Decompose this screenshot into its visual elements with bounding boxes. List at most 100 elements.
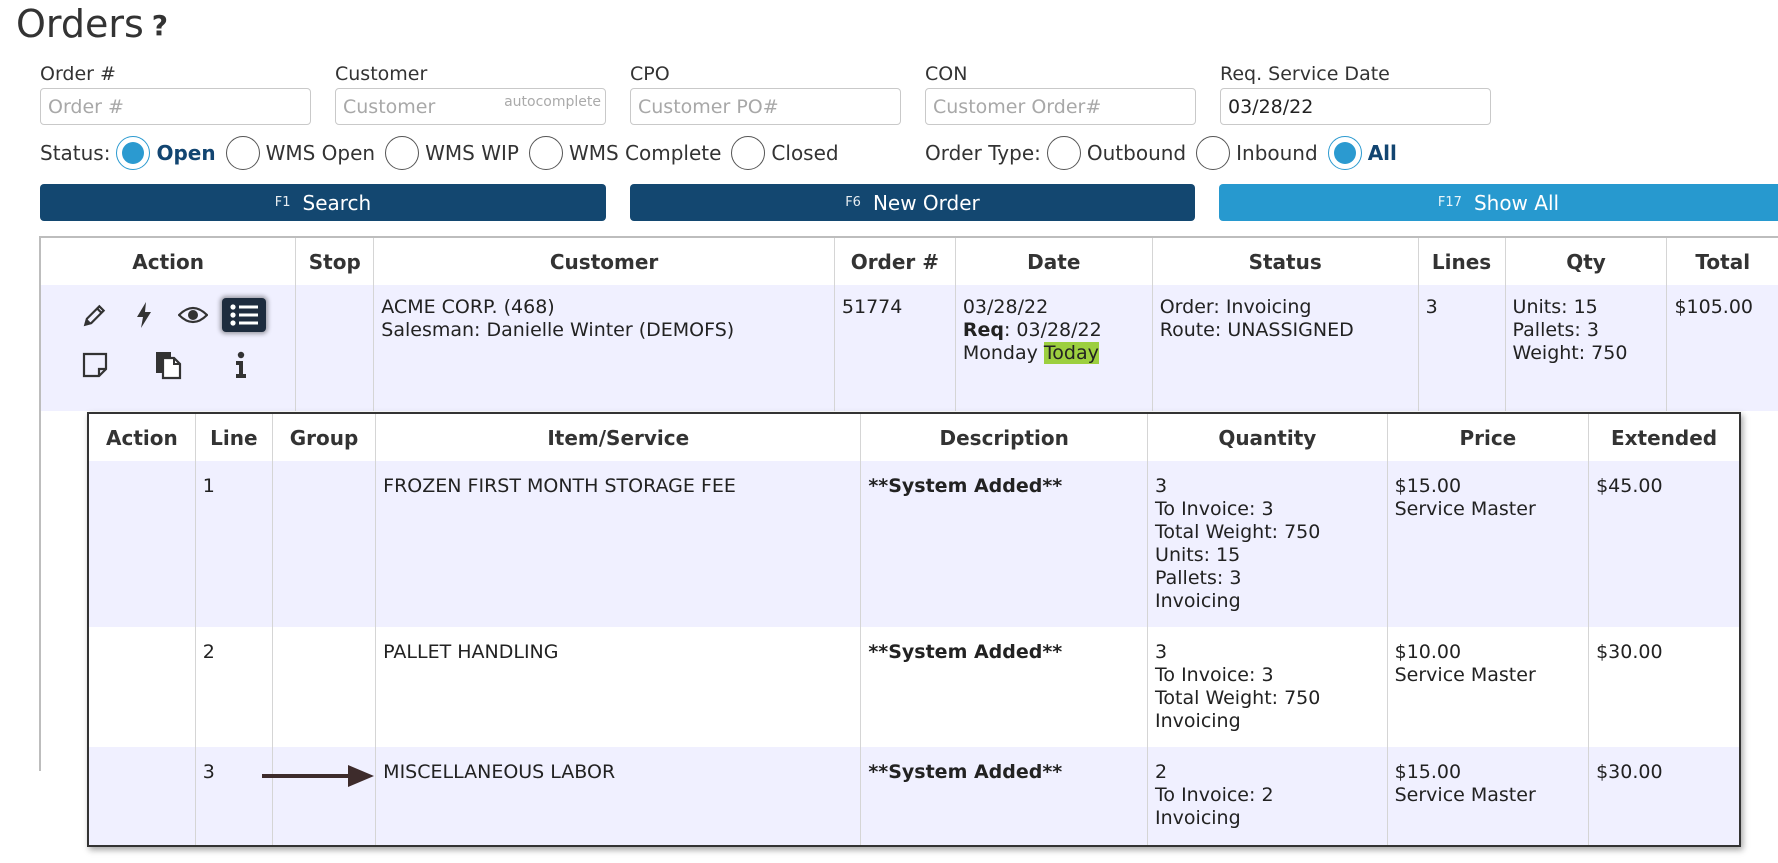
line-quantity: 3 To Invoice: 3 Total Weight: 750 Invoic… (1147, 627, 1388, 747)
line-number: 3 (194, 747, 273, 845)
lines-col-description[interactable]: Description (860, 414, 1148, 461)
copy-icon[interactable] (152, 349, 184, 381)
order-route: Route: UNASSIGNED (1159, 319, 1354, 341)
radio-circle[interactable] (731, 136, 766, 170)
line-price-value: $15.00 (1394, 475, 1462, 497)
line-number: 1 (194, 461, 273, 627)
line-extended: $30.00 (1588, 747, 1739, 845)
radio-circle[interactable] (385, 136, 420, 170)
line-action-cell (89, 627, 196, 747)
status-closed-label: Closed (771, 141, 839, 165)
cpo-input[interactable] (631, 89, 900, 124)
col-header-customer[interactable]: Customer (373, 237, 835, 285)
lines-col-line[interactable]: Line (194, 414, 273, 461)
line-description: **System Added** (860, 461, 1148, 627)
col-header-order-number[interactable]: Order # (833, 237, 956, 285)
order-type-outbound-radio[interactable]: Outbound (1046, 136, 1186, 170)
order-date: 03/28/22 (962, 296, 1049, 318)
order-number-input[interactable] (41, 89, 310, 124)
status-closed-radio[interactable]: Closed (731, 136, 839, 170)
req-service-date-input[interactable] (1221, 89, 1490, 124)
show-all-key-hint: F17 (1437, 195, 1462, 210)
line-description: **System Added** (860, 747, 1148, 845)
col-header-qty[interactable]: Qty (1504, 237, 1667, 285)
line-row[interactable]: 3 MISCELLANEOUS LABOR **System Added** 2… (89, 747, 1739, 845)
help-icon[interactable]: ? (151, 9, 169, 42)
customer-input[interactable] (336, 89, 605, 124)
status-wms-complete-label: WMS Complete (568, 141, 722, 165)
lines-col-quantity[interactable]: Quantity (1147, 414, 1388, 461)
page-title-text: Orders (16, 2, 144, 46)
col-header-status[interactable]: Status (1151, 237, 1419, 285)
order-type-all-radio[interactable]: All (1327, 136, 1397, 170)
radio-circle[interactable] (1046, 136, 1081, 170)
note-icon[interactable] (79, 349, 111, 381)
line-price-source: Service Master (1394, 784, 1536, 806)
con-input[interactable] (926, 89, 1195, 124)
eye-icon[interactable] (177, 299, 209, 331)
radio-circle[interactable] (1196, 136, 1231, 170)
line-price: $10.00 Service Master (1386, 627, 1589, 747)
lines-col-group[interactable]: Group (271, 414, 376, 461)
lines-col-action[interactable]: Action (89, 414, 196, 461)
pencil-icon[interactable] (79, 299, 111, 331)
lines-col-item[interactable]: Item/Service (375, 414, 861, 461)
order-status-cell: Order: Invoicing Route: UNASSIGNED (1151, 285, 1419, 411)
line-number: 2 (194, 627, 273, 747)
radio-circle[interactable] (528, 136, 563, 170)
line-quantity: 3 To Invoice: 3 Total Weight: 750 Units:… (1147, 461, 1388, 627)
status-wms-open-label: WMS Open (265, 141, 376, 165)
show-all-button[interactable]: F17 Show All (1219, 184, 1778, 221)
order-type-radio-group: Order Type: Outbound Inbound All (925, 136, 1401, 170)
order-number-label: Order # (40, 63, 116, 85)
line-price-value: $15.00 (1394, 761, 1462, 783)
line-row[interactable]: 2 PALLET HANDLING **System Added** 3 To … (89, 627, 1739, 747)
line-qty-status: Invoicing (1155, 807, 1241, 829)
line-qty-to-invoice: To Invoice: 3 (1155, 498, 1274, 520)
list-icon[interactable] (222, 298, 266, 332)
radio-circle[interactable] (225, 136, 260, 170)
col-header-stop[interactable]: Stop (295, 237, 374, 285)
lines-col-price[interactable]: Price (1386, 414, 1589, 461)
new-order-button[interactable]: F6 New Order (630, 184, 1195, 221)
line-price-source: Service Master (1394, 664, 1536, 686)
status-wms-wip-radio[interactable]: WMS WIP (385, 136, 519, 170)
order-qty-pallets: Pallets: 3 (1512, 319, 1599, 341)
info-icon[interactable] (225, 349, 257, 381)
line-qty-status: Invoicing (1155, 590, 1241, 612)
col-header-action[interactable]: Action (40, 237, 296, 285)
status-wms-complete-radio[interactable]: WMS Complete (528, 136, 722, 170)
line-description: **System Added** (860, 627, 1148, 747)
line-action-cell (89, 461, 196, 627)
col-header-total[interactable]: Total (1666, 237, 1778, 285)
cpo-field: CPO (630, 62, 901, 125)
radio-circle[interactable] (1327, 136, 1362, 170)
line-qty-status: Invoicing (1155, 710, 1241, 732)
lightning-icon[interactable] (128, 299, 160, 331)
lines-col-extended[interactable]: Extended (1588, 414, 1739, 461)
col-header-date[interactable]: Date (954, 237, 1153, 285)
req-date-value: : 03/28/22 (1003, 319, 1102, 341)
status-open-radio[interactable]: Open (116, 136, 216, 170)
orders-header-row: Action Stop Customer Order # Date Status… (40, 237, 1778, 285)
order-number-cell[interactable]: 51774 (833, 285, 956, 411)
col-header-lines[interactable]: Lines (1417, 237, 1506, 285)
search-button-label: Search (302, 190, 372, 215)
status-wms-open-radio[interactable]: WMS Open (225, 136, 376, 170)
order-type-inbound-radio[interactable]: Inbound (1196, 136, 1318, 170)
radio-circle[interactable] (116, 136, 151, 170)
order-row[interactable]: ACME CORP. (468) Salesman: Danielle Wint… (40, 285, 1778, 411)
line-row[interactable]: 1 FROZEN FIRST MONTH STORAGE FEE **Syste… (89, 461, 1739, 627)
search-button[interactable]: F1 Search (40, 184, 606, 221)
line-price-source: Service Master (1394, 498, 1536, 520)
search-key-hint: F1 (274, 195, 291, 210)
line-extended: $45.00 (1588, 461, 1739, 627)
order-date-cell: 03/28/22 Req: 03/28/22 Monday Today (954, 285, 1153, 411)
line-qty-total-weight: Total Weight: 750 (1155, 687, 1321, 709)
today-badge: Today (1043, 342, 1099, 364)
customer-label: Customer (335, 63, 428, 85)
customer-field: Customer autocomplete (335, 62, 606, 125)
order-customer-name[interactable]: ACME CORP. (468) (381, 296, 555, 318)
line-qty-value: 2 (1155, 761, 1168, 783)
